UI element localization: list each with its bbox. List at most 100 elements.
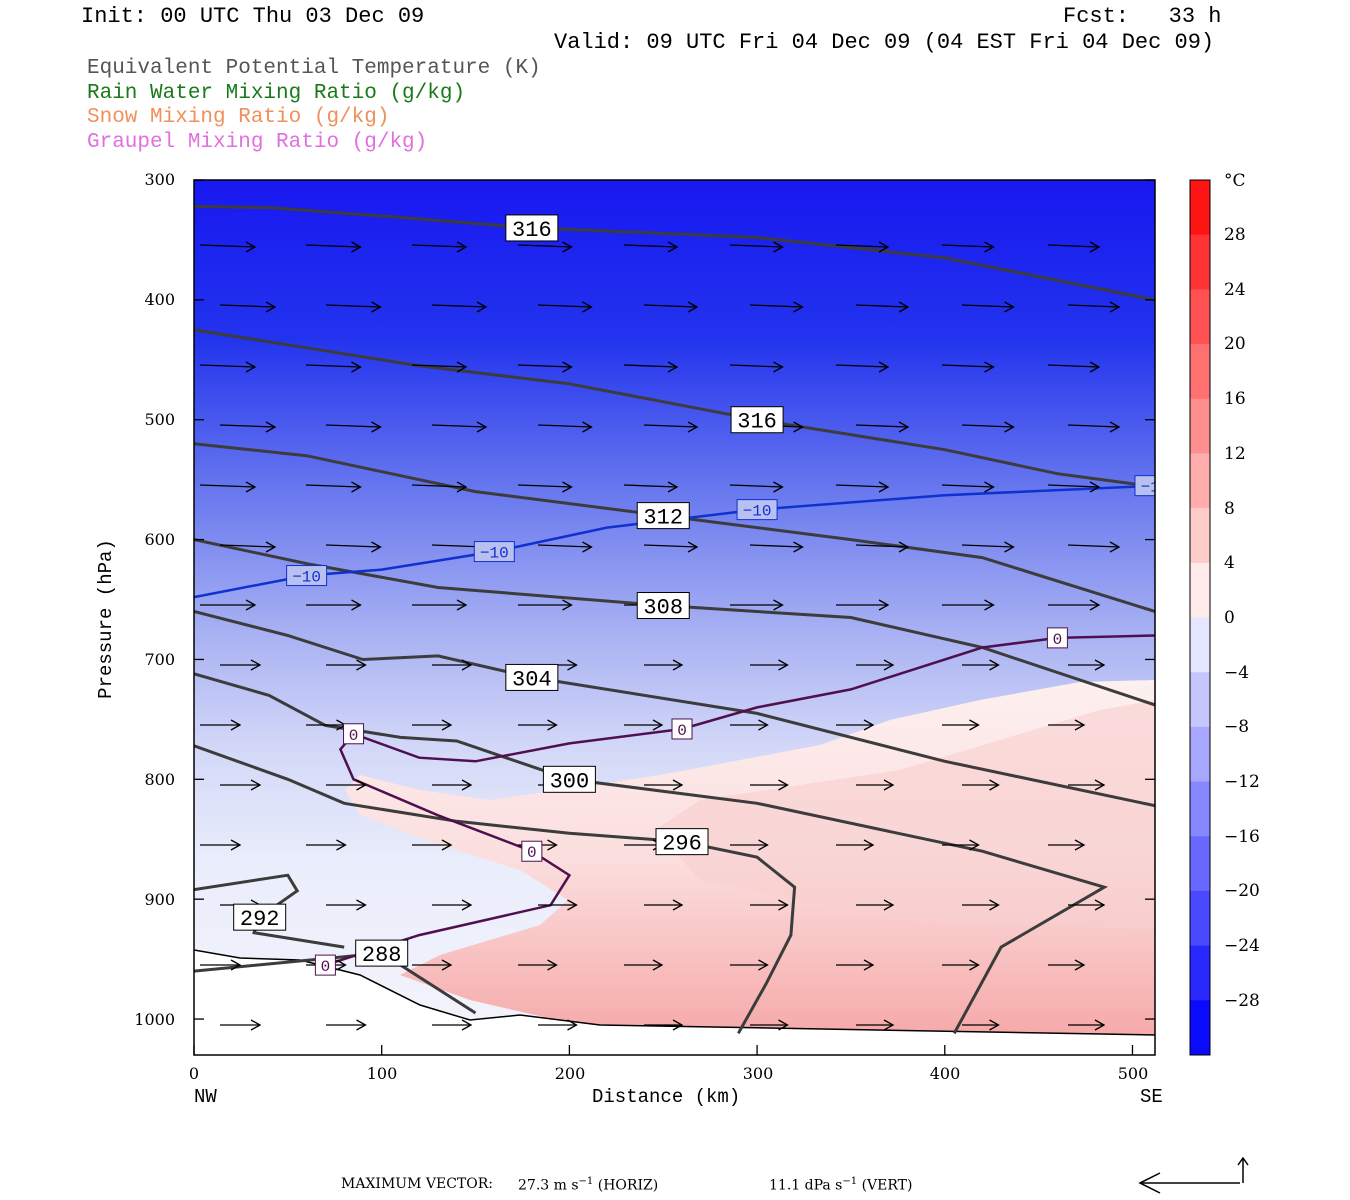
wind-vector-head (582, 301, 593, 313)
colorbar-swatch (1190, 344, 1210, 400)
wind-vector-head (1094, 1019, 1106, 1031)
horiz-exponent: −1 (578, 1176, 594, 1187)
wind-vector (411, 484, 467, 488)
wind-vector (855, 424, 909, 428)
contour-label-box (730, 406, 784, 434)
wind-vector-head (863, 959, 875, 971)
isotherm-label: 0 (1053, 631, 1063, 649)
wind-vector (941, 244, 994, 248)
theta-e-contour (194, 610, 1155, 808)
wind-vector (537, 424, 592, 428)
wind-vector (623, 484, 678, 488)
contour-label: 292 (240, 907, 280, 932)
y-tick-300: 300 (144, 170, 175, 189)
colorbar-label: −20 (1224, 881, 1260, 901)
wind-vector-head (883, 1019, 895, 1031)
wind-vector-head (793, 541, 804, 553)
legend-rain: Rain Water Mixing Ratio (g/kg) (87, 82, 466, 105)
isotherm-label-box (521, 840, 543, 862)
contour-label: 316 (737, 410, 777, 435)
wind-vector-head (476, 421, 488, 433)
horiz-value: 27.3 m s (518, 1177, 579, 1194)
wind-vector-head (441, 839, 453, 851)
axis-ticks (193, 179, 1155, 1055)
wind-vector-head (773, 361, 784, 373)
colorbar-label: 0 (1224, 608, 1235, 628)
wind-vector-head (652, 719, 664, 731)
wind-vector (431, 424, 487, 428)
colorbar-label: 28 (1224, 225, 1246, 245)
wind-vector-head (230, 839, 242, 851)
wind-vector-head (562, 481, 573, 493)
wind-vector (961, 304, 1014, 308)
wind-vector (411, 244, 467, 248)
wind-vector-head (758, 719, 769, 731)
wind-vector-head (250, 779, 262, 791)
isotherm-label-box (1046, 627, 1068, 649)
wind-vector (623, 244, 678, 248)
wind-vector (199, 244, 256, 248)
contour-label-box (355, 939, 409, 967)
wind-vector-head (250, 659, 262, 671)
wind-vector-head (758, 839, 769, 851)
contour-label: 308 (643, 596, 683, 621)
forecast-hour: Fcst: 33 h (1063, 4, 1222, 29)
wind-vector-head (351, 599, 362, 611)
y-tick-600: 600 (144, 530, 175, 549)
wind-vector-head (898, 421, 910, 433)
wind-vector (1047, 364, 1100, 368)
legend-graupel: Graupel Mixing Ratio (g/kg) (87, 131, 428, 154)
contour-label-box (505, 663, 559, 691)
wind-vector (1067, 424, 1120, 428)
valid-time: Valid: 09 UTC Fri 04 Dec 09 (04 EST Fri … (554, 30, 1215, 55)
wind-vector-head (667, 241, 679, 253)
wind-vector-head (567, 659, 578, 671)
wind-vector-head (773, 481, 784, 493)
wind-vector-head (773, 599, 784, 611)
wind-vector-head (336, 959, 347, 971)
wind-vector-head (778, 899, 789, 911)
contour-label: 312 (643, 506, 683, 531)
wind-vector-head (351, 481, 362, 493)
colorbar-swatch (1190, 398, 1210, 454)
colorbar-swatch (1190, 672, 1210, 728)
wind-vector-head (245, 241, 257, 253)
isotherm-label: −10 (743, 503, 772, 521)
wind-vector-head (441, 719, 453, 731)
wind-vector-head (989, 659, 1000, 671)
wind-vector-head (778, 659, 789, 671)
isotherm-label: 0 (677, 722, 687, 740)
wind-vector-head (567, 899, 578, 911)
wind-vector-head (793, 421, 804, 433)
wind-vector-head (1004, 541, 1015, 553)
wind-vector-head (758, 959, 769, 971)
colorbar (1189, 179, 1211, 1056)
isotherm-label: −10 (480, 545, 509, 563)
wind-vector-head (989, 1019, 1000, 1031)
wind-vector (749, 544, 803, 548)
colorbar-label: 8 (1224, 499, 1235, 519)
wind-vector (729, 244, 783, 248)
wind-vector (749, 304, 803, 308)
wind-vector-head (773, 241, 784, 253)
wind-vectors (199, 241, 1121, 1031)
contour-label-box (233, 903, 287, 931)
wind-vector-head (371, 301, 382, 313)
x-tick-500: 500 (1117, 1064, 1149, 1083)
colorbar-label: 20 (1224, 334, 1246, 354)
wind-vector-head (336, 839, 347, 851)
wind-vector-head (371, 541, 382, 553)
wind-vector (941, 484, 994, 488)
wind-vector-head (230, 959, 242, 971)
wind-vector-head (687, 301, 699, 313)
wind-vector (537, 304, 592, 308)
colorbar-label: 24 (1224, 280, 1246, 300)
wind-vector-head (672, 779, 684, 791)
wind-vector (941, 364, 994, 368)
wind-vector-head (672, 899, 684, 911)
wind-vector (1067, 304, 1120, 308)
x-tick-0: 0 (188, 1064, 200, 1083)
wind-vector (835, 364, 889, 368)
wind-vector (219, 544, 276, 548)
y-tick-400: 400 (144, 290, 175, 309)
